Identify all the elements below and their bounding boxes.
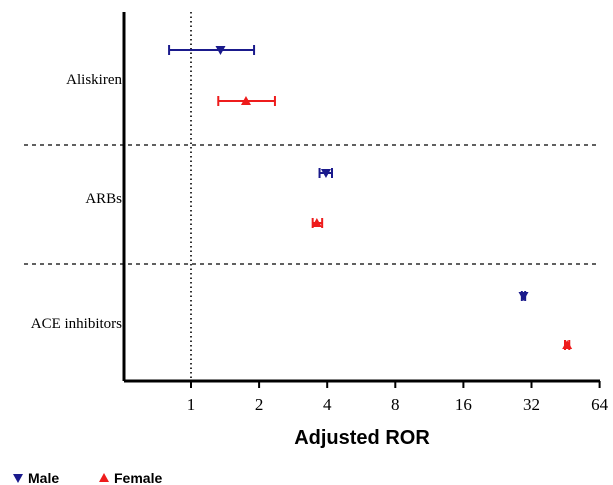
point-marker	[518, 292, 529, 301]
data-points	[168, 45, 573, 350]
x-tick-label: 16	[455, 395, 472, 414]
point-marker	[311, 218, 322, 227]
x-ticks: 1 2 4 8 16 32 64	[187, 381, 609, 414]
group-separators	[24, 144, 600, 265]
legend: Male Female	[13, 470, 162, 485]
category-label: Aliskiren	[66, 72, 122, 88]
data-point-male	[518, 291, 529, 301]
point-marker	[240, 96, 251, 105]
x-axis-title: Adjusted ROR	[294, 427, 430, 449]
legend-marker-male	[13, 474, 23, 483]
data-point-male	[168, 45, 256, 55]
x-tick-label: 64	[591, 395, 609, 414]
category-label: ACE inhibitors	[31, 316, 122, 332]
point-marker	[562, 340, 573, 349]
point-marker	[320, 169, 331, 178]
data-point-female	[217, 96, 276, 106]
legend-label-male: Male	[28, 470, 59, 485]
x-tick-label: 1	[187, 395, 196, 414]
legend-marker-female	[99, 473, 109, 482]
x-tick-label: 2	[255, 395, 264, 414]
category-label: ARBs	[85, 191, 122, 207]
axes	[122, 12, 600, 383]
category-labels: Aliskiren ARBs ACE inhibitors	[31, 72, 123, 332]
point-marker	[215, 46, 226, 55]
data-point-female	[562, 340, 573, 350]
x-tick-label: 8	[391, 395, 400, 414]
data-point-female	[311, 218, 324, 228]
data-point-male	[318, 168, 333, 178]
x-tick-label: 32	[523, 395, 540, 414]
legend-label-female: Female	[114, 470, 162, 485]
x-tick-label: 4	[323, 395, 332, 414]
